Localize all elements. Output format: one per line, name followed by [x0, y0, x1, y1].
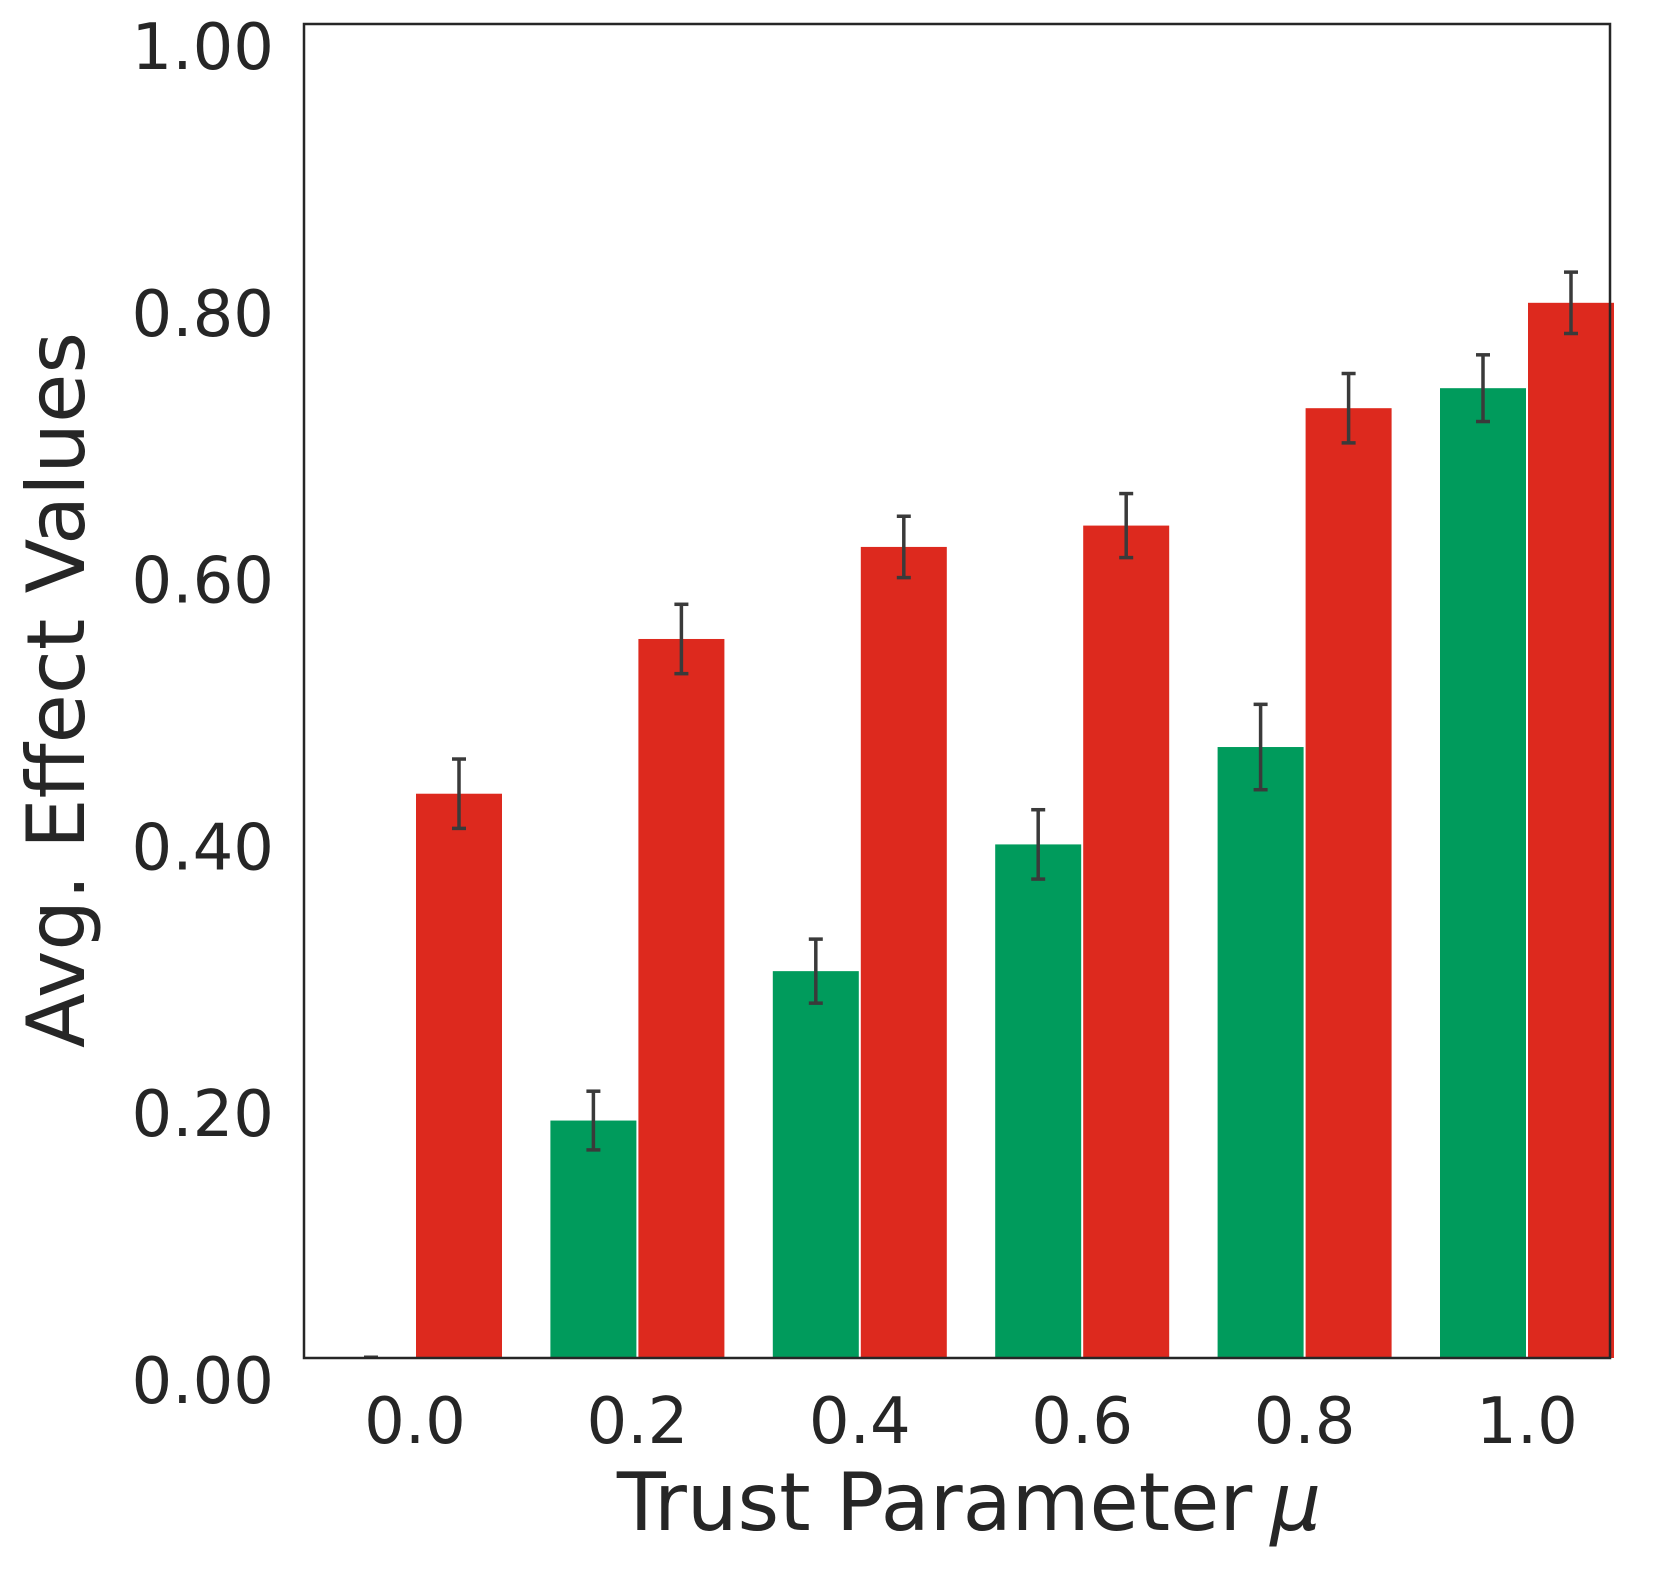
error-bar-series1-0.8 — [1253, 702, 1268, 792]
bar-series1-0.8 — [1217, 747, 1304, 1358]
x-axis-label-text: Trust Parameter — [616, 1456, 1253, 1549]
x-tick-label: 1.0 — [1476, 1385, 1578, 1459]
y-axis-label: Avg. Effect Values — [10, 332, 103, 1048]
y-tick-label: 0.80 — [132, 278, 275, 352]
error-bar-series2-0.0 — [452, 757, 466, 831]
error-bar-series1-0.6 — [1031, 807, 1046, 881]
y-tick-label: 0.40 — [132, 811, 275, 885]
y-tick-labels: 0.00 0.20 0.40 0.60 0.80 1.00 — [132, 11, 275, 1419]
error-bar-series2-0.4 — [896, 514, 911, 580]
x-tick-label: 0.6 — [1031, 1385, 1133, 1459]
error-bar-series2-1.0 — [1564, 270, 1578, 336]
bar-series2-0.4 — [860, 546, 947, 1358]
bars-layer — [416, 302, 1614, 1358]
x-tick-label: 0.8 — [1254, 1385, 1356, 1459]
error-bar-series2-0.6 — [1119, 491, 1134, 560]
y-tick-label: 0.00 — [132, 1345, 275, 1419]
x-axis-label-symbol: μ — [1268, 1456, 1321, 1549]
error-bar-series1-0.4 — [808, 937, 823, 1005]
bar-series1-0.6 — [995, 844, 1082, 1358]
bar-series2-1.0 — [1528, 302, 1614, 1358]
bar-series2-0.2 — [638, 638, 725, 1358]
bar-series1-0.4 — [772, 971, 859, 1358]
bar-series2-0.0 — [416, 793, 502, 1358]
x-tick-label: 0.4 — [809, 1385, 911, 1459]
error-bar-series2-0.8 — [1341, 371, 1356, 445]
bar-series2-0.6 — [1083, 525, 1170, 1358]
x-tick-label: 0.2 — [587, 1385, 689, 1459]
bar-series1-0.2 — [550, 1120, 637, 1358]
x-tick-labels: 0.0 0.2 0.4 0.6 0.8 1.0 — [364, 1385, 1578, 1459]
x-tick-label: 0.0 — [364, 1385, 466, 1459]
y-tick-label: 0.60 — [132, 545, 275, 619]
error-bar-series1-1.0 — [1476, 353, 1490, 424]
x-axis-label: Trust Parameter μ — [616, 1456, 1321, 1549]
error-bar-series2-0.2 — [674, 602, 689, 676]
error-bar-series1-0.2 — [586, 1089, 601, 1152]
bar-series1-1.0 — [1440, 388, 1526, 1358]
bar-series2-0.8 — [1305, 408, 1392, 1358]
y-tick-label: 0.20 — [132, 1078, 275, 1152]
plot-frame — [302, 22, 1612, 1360]
error-bars-layer — [364, 270, 1578, 1359]
y-tick-label: 1.00 — [132, 11, 275, 85]
